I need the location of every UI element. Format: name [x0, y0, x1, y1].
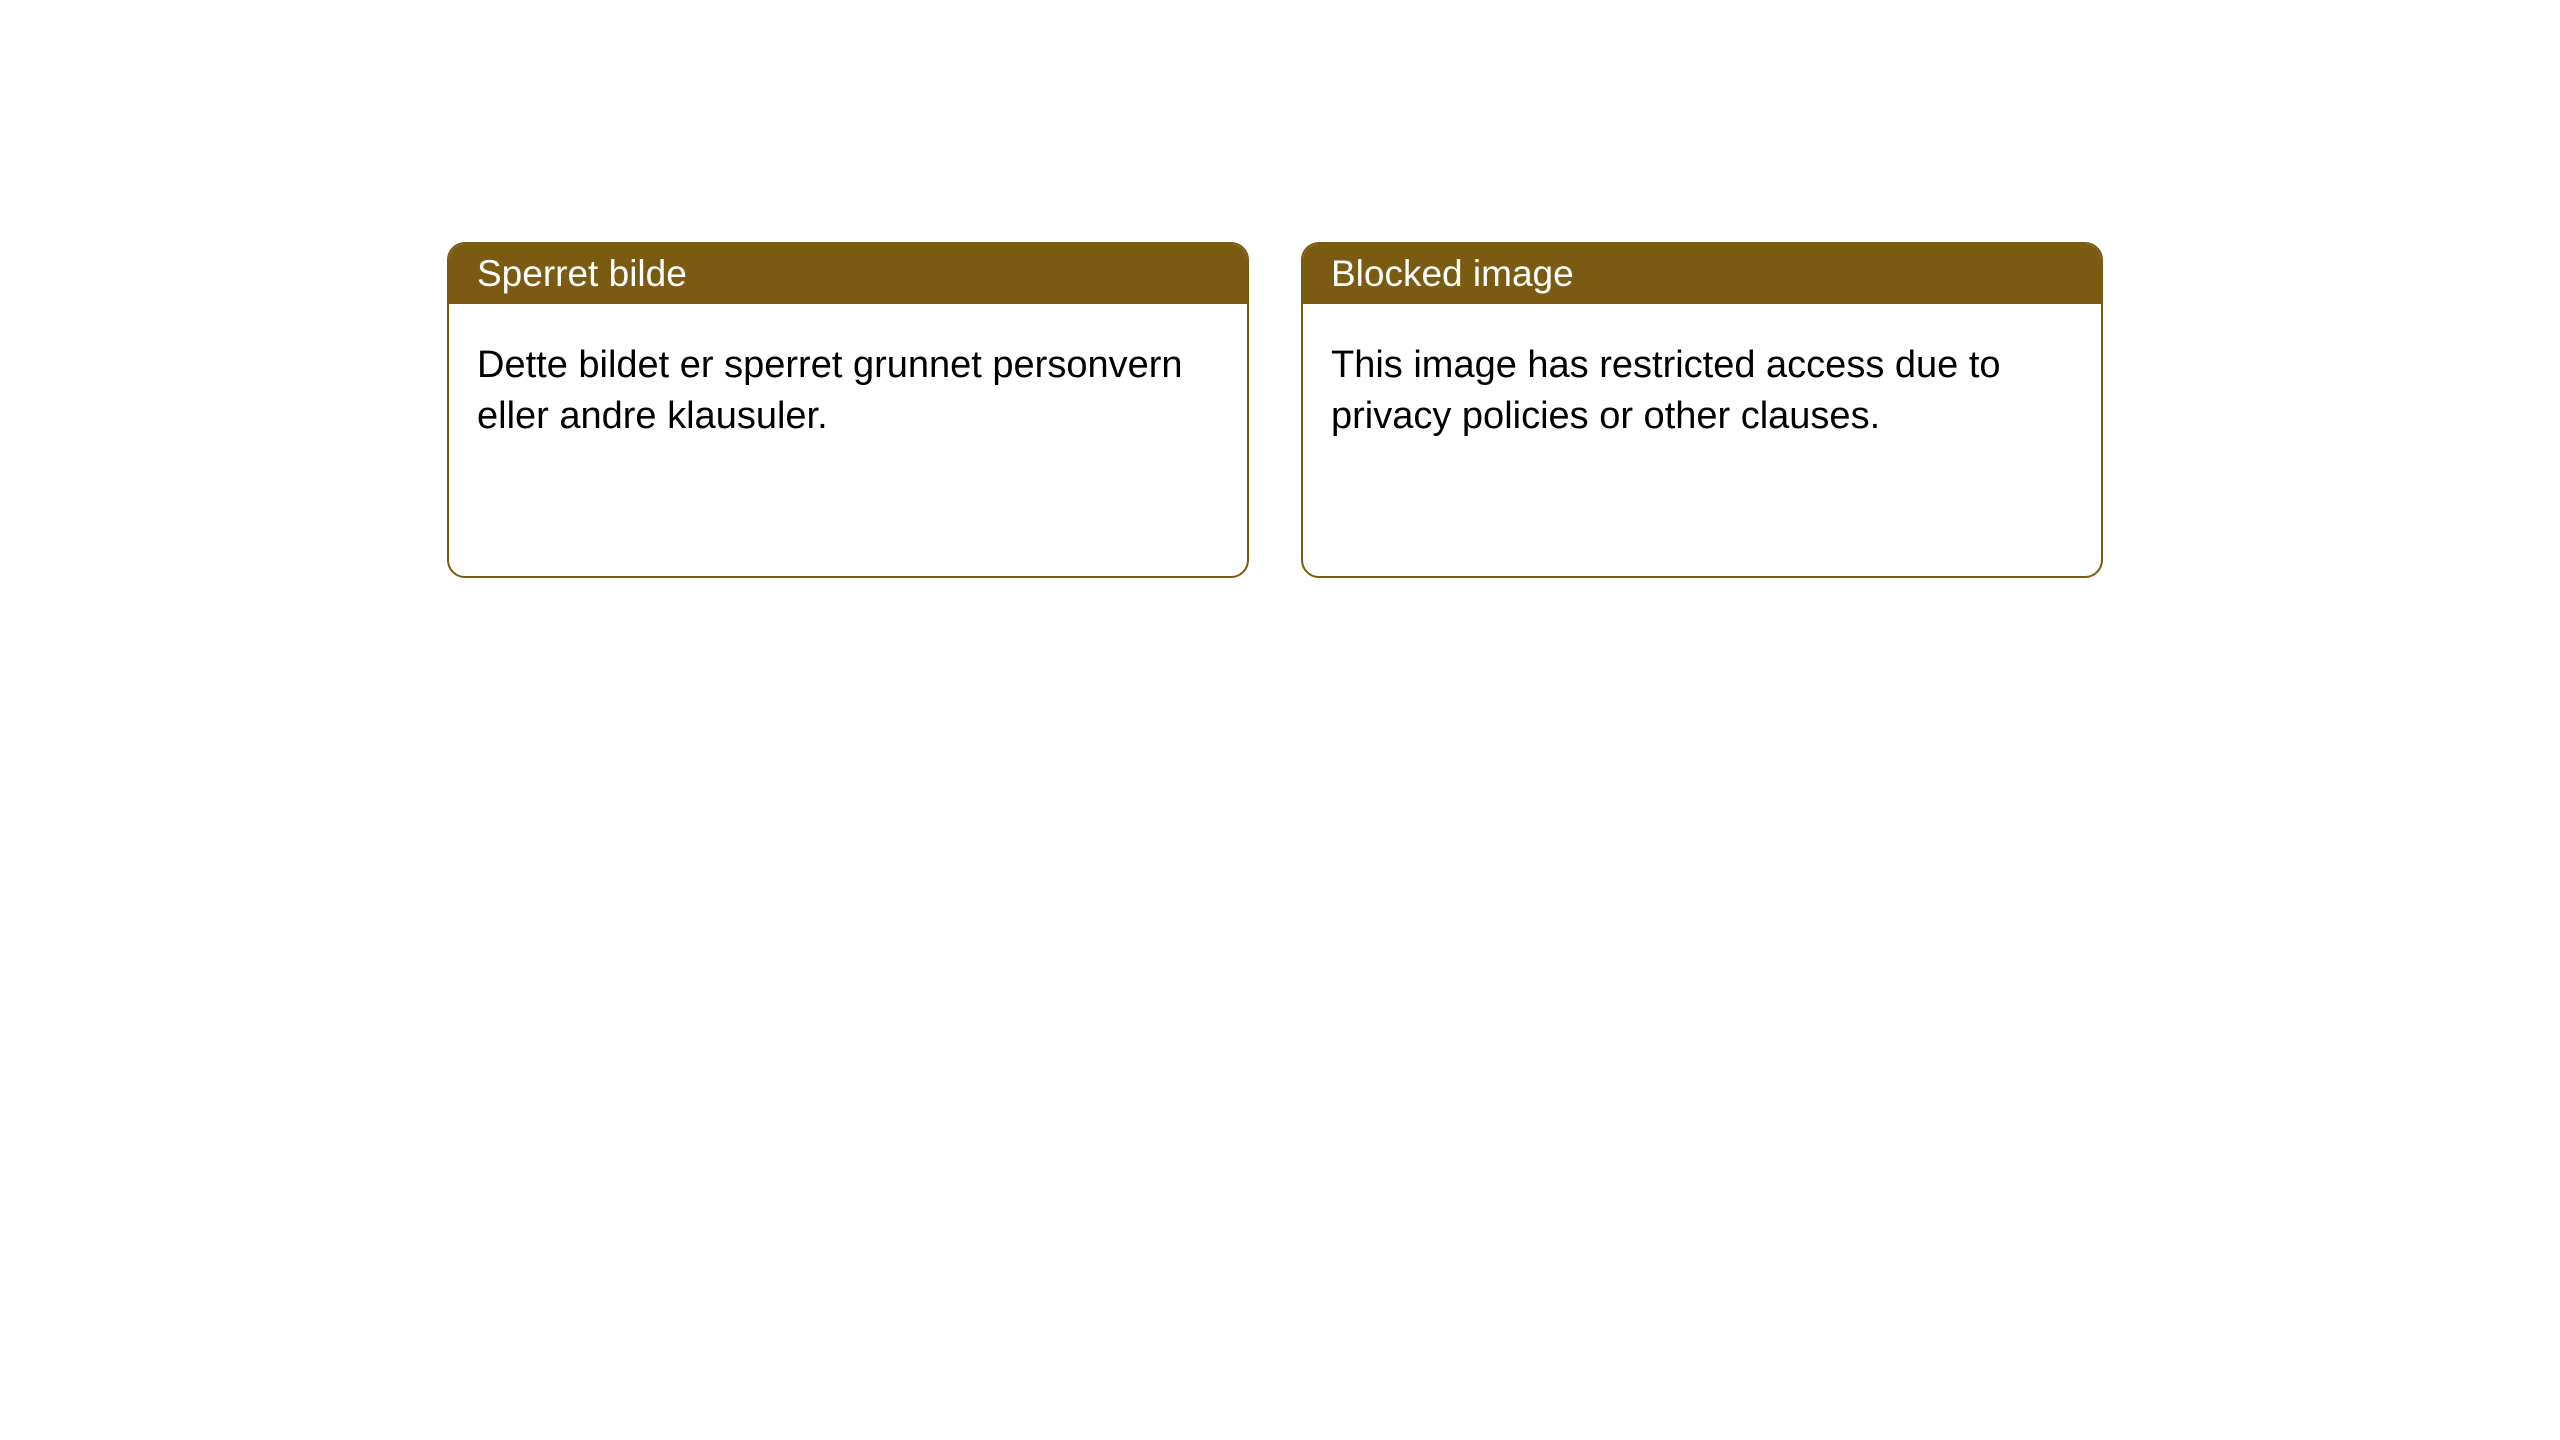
- card-body: Dette bildet er sperret grunnet personve…: [449, 304, 1247, 479]
- card-body-text: This image has restricted access due to …: [1331, 344, 2001, 437]
- card-container: Sperret bilde Dette bildet er sperret gr…: [0, 0, 2560, 578]
- card-header: Blocked image: [1303, 244, 2101, 304]
- card-header-text: Sperret bilde: [477, 253, 687, 295]
- card-header: Sperret bilde: [449, 244, 1247, 304]
- blocked-image-card-no: Sperret bilde Dette bildet er sperret gr…: [447, 242, 1249, 578]
- card-body: This image has restricted access due to …: [1303, 304, 2101, 479]
- card-body-text: Dette bildet er sperret grunnet personve…: [477, 344, 1183, 437]
- card-header-text: Blocked image: [1331, 253, 1574, 295]
- blocked-image-card-en: Blocked image This image has restricted …: [1301, 242, 2103, 578]
